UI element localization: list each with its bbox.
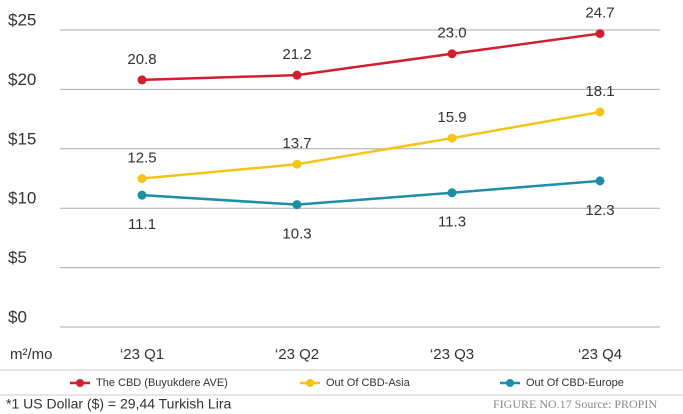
data-label: 12.5 [127, 149, 156, 166]
y-tick-label: $5 [8, 248, 27, 267]
point [595, 107, 605, 117]
point [595, 29, 605, 39]
x-tick-label: ‘23 Q2 [275, 346, 319, 363]
footnote: *1 US Dollar ($) = 29,44 Turkish Lira [6, 396, 231, 412]
source: FIGURE NO.17 Source: PROPIN [493, 397, 657, 411]
data-label: 10.3 [282, 226, 311, 243]
series-line [141, 32, 601, 82]
data-label: 21.2 [282, 46, 311, 63]
legend-label: Out Of CBD-Asia [326, 377, 411, 389]
data-label: 18.1 [585, 83, 614, 100]
y-tick-label: $20 [8, 70, 36, 89]
data-label: 20.8 [127, 51, 156, 68]
data-label: 11.1 [128, 216, 156, 233]
x-tick-label: ‘23 Q1 [120, 346, 164, 363]
point [137, 174, 147, 183]
x-tick-label: ‘23 Q4 [578, 346, 622, 363]
point [292, 159, 302, 169]
point [292, 70, 302, 80]
data-label: 13.7 [282, 135, 311, 152]
data-label: 12.3 [585, 202, 614, 219]
point [595, 176, 605, 186]
y-tick-label: $10 [8, 189, 36, 208]
y-tick-label: $25 [8, 10, 36, 29]
legend-label: Out Of CBD-Europe [526, 377, 624, 389]
point [137, 75, 147, 85]
data-label: 15.9 [437, 109, 466, 126]
series-line [141, 179, 601, 206]
y-tick-label: $0 [8, 307, 27, 326]
y-tick-label: $15 [8, 129, 36, 148]
data-label: 24.7 [585, 5, 614, 22]
data-label: 23.0 [437, 25, 466, 42]
point [447, 188, 457, 198]
legend-marker [76, 379, 84, 387]
point [447, 133, 457, 143]
data-label: 11.3 [438, 214, 466, 231]
series-line [141, 110, 601, 180]
point [137, 190, 147, 200]
legend-label: The CBD (Buyukdere AVE) [96, 377, 228, 389]
legend-marker [306, 379, 314, 387]
point [292, 200, 302, 210]
legend-marker [506, 379, 514, 387]
x-tick-label: ‘23 Q3 [430, 346, 474, 363]
point [447, 49, 457, 59]
y-axis-label: m²/mo [10, 346, 53, 363]
